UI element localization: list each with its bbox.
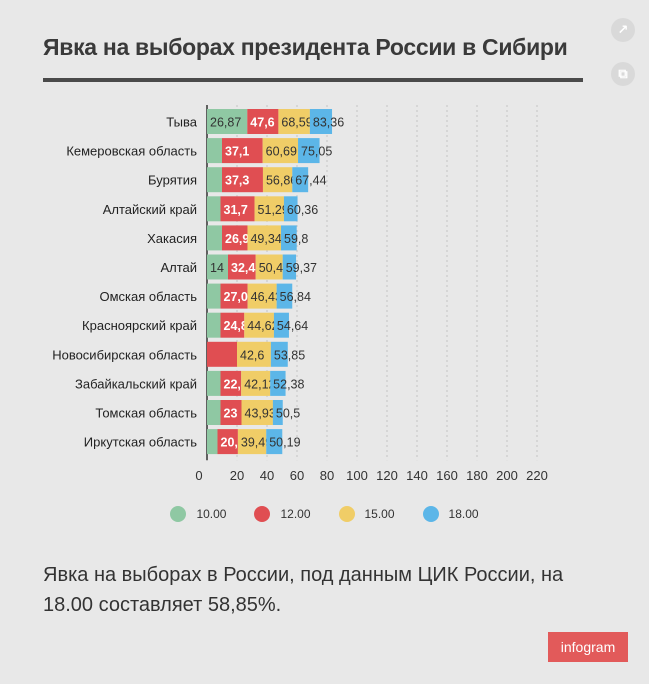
legend-swatch bbox=[254, 506, 270, 522]
data-label: 26,87 bbox=[210, 116, 241, 130]
title-divider bbox=[43, 78, 583, 82]
data-label: 53,85 bbox=[274, 348, 305, 362]
category-label: Омская область bbox=[99, 289, 197, 304]
x-tick-label: 60 bbox=[290, 468, 304, 483]
data-label: 43,93 bbox=[245, 407, 276, 421]
x-tick-label: 80 bbox=[320, 468, 334, 483]
data-label: 54,64 bbox=[277, 319, 308, 333]
legend-label: 12.00 bbox=[280, 507, 310, 521]
x-tick-label: 140 bbox=[406, 468, 428, 483]
legend-label: 18.00 bbox=[449, 507, 479, 521]
data-label: 60,69 bbox=[266, 145, 297, 159]
legend-item[interactable]: 18.00 bbox=[423, 506, 479, 522]
data-label: 37,1 bbox=[225, 145, 249, 159]
data-label: 59,37 bbox=[286, 261, 317, 275]
bar-segment bbox=[207, 371, 221, 396]
category-label: Забайкальский край bbox=[75, 376, 197, 391]
x-tick-label: 220 bbox=[526, 468, 548, 483]
legend-item[interactable]: 12.00 bbox=[254, 506, 310, 522]
x-tick-label: 100 bbox=[346, 468, 368, 483]
data-label: 31,7 bbox=[224, 203, 248, 217]
bar-segment bbox=[207, 196, 221, 221]
share-icon[interactable]: ↗ bbox=[611, 18, 635, 42]
data-label: 49,34 bbox=[250, 232, 281, 246]
category-label: Алтайский край bbox=[103, 202, 197, 217]
legend-swatch bbox=[423, 506, 439, 522]
legend-item[interactable]: 10.00 bbox=[170, 506, 226, 522]
x-tick-label: 40 bbox=[260, 468, 274, 483]
data-label: 67,44 bbox=[295, 174, 326, 188]
legend-label: 15.00 bbox=[365, 507, 395, 521]
category-label: Кемеровская область bbox=[66, 144, 197, 159]
data-label: 37,3 bbox=[225, 174, 249, 188]
stacked-bar-chart: 0 20 40 60 80 100 120 140 160 180 200 220 Тыва 26,87 4… bbox=[0, 95, 649, 490]
category-label: Иркутская область bbox=[84, 435, 197, 450]
category-label: Тыва bbox=[166, 115, 197, 130]
category-label: Бурятия bbox=[148, 173, 197, 188]
data-label: 44,62 bbox=[247, 319, 278, 333]
category-label: Красноярский край bbox=[82, 318, 197, 333]
data-label: 56,84 bbox=[280, 290, 311, 304]
bar-segment bbox=[207, 400, 221, 425]
data-label: 50,19 bbox=[269, 436, 300, 450]
bar-segment bbox=[207, 138, 222, 163]
data-label: 14 bbox=[210, 261, 224, 275]
category-label: Новосибирская область bbox=[52, 347, 197, 362]
x-tick-label: 160 bbox=[436, 468, 458, 483]
infogram-logo[interactable]: infogram bbox=[548, 632, 628, 662]
chart-title: Явка на выборах президента России в Сиби… bbox=[43, 34, 568, 61]
data-label: 50,5 bbox=[276, 407, 300, 421]
bar-segment bbox=[207, 225, 222, 250]
bar-segment bbox=[207, 167, 222, 192]
data-label: 59,8 bbox=[284, 232, 308, 246]
category-label: Алтай bbox=[160, 260, 197, 275]
category-label: Томская область bbox=[95, 406, 197, 421]
x-tick-label: 20 bbox=[230, 468, 244, 483]
legend-swatch bbox=[339, 506, 355, 522]
data-label: 83,36 bbox=[313, 116, 344, 130]
legend-item[interactable]: 15.00 bbox=[339, 506, 395, 522]
bar-segment bbox=[207, 429, 218, 454]
data-label: 60,36 bbox=[287, 203, 318, 217]
data-label: 75,05 bbox=[301, 145, 332, 159]
x-tick-label: 200 bbox=[496, 468, 518, 483]
x-tick-label: 180 bbox=[466, 468, 488, 483]
x-tick-label: 0 bbox=[195, 468, 202, 483]
embed-icon[interactable]: ⧉ bbox=[611, 62, 635, 86]
data-label: 23 bbox=[224, 407, 238, 421]
legend-swatch bbox=[170, 506, 186, 522]
data-label: 52,38 bbox=[273, 377, 304, 391]
bar-segment bbox=[207, 313, 221, 338]
bar-segment bbox=[207, 342, 237, 367]
caption-text: Явка на выборах в России, под данным ЦИК… bbox=[43, 560, 603, 620]
legend-label: 10.00 bbox=[196, 507, 226, 521]
data-label: 68,59 bbox=[281, 116, 312, 130]
x-tick-label: 120 bbox=[376, 468, 398, 483]
data-label: 42,6 bbox=[240, 348, 264, 362]
category-label: Хакасия bbox=[147, 231, 197, 246]
bar-segment bbox=[207, 284, 221, 309]
legend: 10.00 12.00 15.00 18.00 bbox=[0, 506, 649, 522]
data-label: 47,6 bbox=[250, 116, 274, 130]
